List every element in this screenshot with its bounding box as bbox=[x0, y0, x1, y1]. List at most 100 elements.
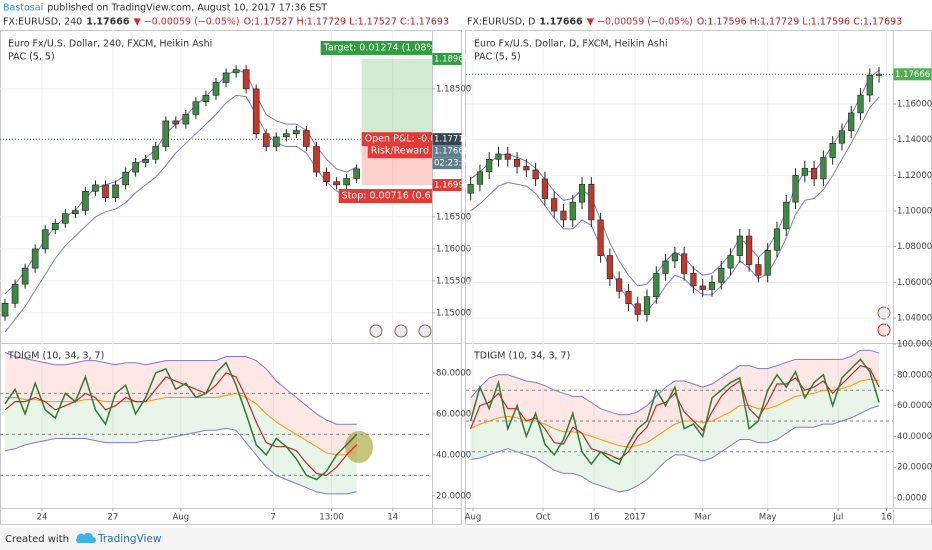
candle-body bbox=[476, 171, 484, 185]
price-marker-label: 02:23:28 bbox=[434, 159, 472, 169]
event-icon[interactable] bbox=[877, 323, 891, 337]
y-tick-label: 1.10000 bbox=[897, 207, 932, 217]
candle-body bbox=[495, 153, 502, 160]
candle-body bbox=[152, 146, 160, 160]
candle-body bbox=[625, 290, 632, 305]
position-label-bg bbox=[320, 40, 432, 55]
y-tick-label: 80.0000 bbox=[897, 370, 932, 380]
candle-body bbox=[172, 120, 180, 125]
y-tick-label: 1.15000 bbox=[436, 308, 471, 318]
candle-body bbox=[532, 169, 539, 180]
y-tick-label: 1.12000 bbox=[897, 171, 932, 181]
target-zone bbox=[361, 58, 432, 140]
candle-body bbox=[343, 178, 350, 186]
x-tick-label: 2017 bbox=[624, 513, 646, 523]
candle-body bbox=[41, 229, 49, 250]
candle-body bbox=[551, 198, 558, 212]
candle-body bbox=[606, 255, 613, 280]
y-tick-label: 20.0000 bbox=[897, 463, 932, 473]
price-marker bbox=[432, 157, 462, 170]
candle-body bbox=[513, 159, 521, 167]
x-tick-label: 7 bbox=[271, 513, 276, 523]
x-tick-label: 16 bbox=[589, 513, 600, 523]
symbol: FX:EURUSD, D bbox=[467, 17, 535, 28]
candle-body bbox=[616, 278, 623, 292]
pac-line bbox=[470, 96, 880, 312]
price-marker-label: 1.17666 bbox=[895, 70, 930, 80]
price-marker bbox=[893, 68, 932, 81]
candle-body bbox=[764, 249, 771, 276]
candle-body bbox=[560, 210, 567, 221]
band-fill bbox=[5, 352, 357, 455]
candle-body bbox=[252, 88, 260, 134]
y-tick-label: 100.0000 bbox=[897, 340, 932, 350]
candle-body bbox=[51, 223, 59, 231]
candle-body bbox=[504, 153, 511, 160]
indicator-line bbox=[469, 358, 880, 466]
candle-body bbox=[293, 130, 300, 134]
footer-bar bbox=[0, 528, 932, 550]
candle-body bbox=[82, 191, 89, 211]
price-marker bbox=[432, 145, 462, 158]
candle-body bbox=[333, 181, 340, 186]
candle-body bbox=[232, 69, 240, 74]
author[interactable]: Bastosai bbox=[3, 3, 43, 14]
position-label: Target: 0.01274 (1.08%) bbox=[323, 42, 440, 53]
y-tick-label: 1.14000 bbox=[897, 135, 932, 145]
candle-body bbox=[857, 94, 864, 114]
position-label: Stop: 0.00716 (0.61% bbox=[342, 191, 446, 202]
candle-body bbox=[31, 248, 39, 269]
indicator-line bbox=[470, 405, 880, 493]
candle-body bbox=[727, 255, 734, 269]
footer-text: Created with bbox=[5, 534, 69, 545]
candle-body bbox=[838, 130, 846, 144]
indicator-line bbox=[5, 392, 357, 456]
candle-body bbox=[690, 273, 697, 287]
event-icon[interactable] bbox=[418, 324, 432, 338]
event-icon[interactable] bbox=[394, 324, 408, 338]
band-fill bbox=[470, 379, 880, 492]
x-tick-label: Aug bbox=[465, 513, 482, 523]
candle-body bbox=[242, 69, 250, 90]
chart-title: Euro Fx/U.S. Dollar, D, FXCM, Heikin Ash… bbox=[474, 39, 667, 50]
event-icon[interactable] bbox=[369, 324, 383, 338]
chart-title: Euro Fx/U.S. Dollar, 240, FXCM, Heikin A… bbox=[8, 39, 212, 50]
candle-body bbox=[848, 112, 855, 132]
indicator-line bbox=[4, 351, 357, 425]
candle-body bbox=[681, 253, 688, 274]
candle-body bbox=[746, 235, 753, 265]
candle-body bbox=[875, 73, 883, 76]
candle-body bbox=[313, 146, 320, 173]
indicator-title: TDIGM (10, 34, 3, 7) bbox=[7, 351, 104, 362]
candle-body bbox=[61, 213, 69, 224]
price-marker bbox=[432, 133, 462, 146]
position-label: Risk/Reward bbox=[371, 146, 429, 157]
y-tick-label: 1.16000 bbox=[436, 244, 471, 254]
x-tick-label: Mar bbox=[695, 513, 712, 523]
indicator-line bbox=[4, 372, 358, 477]
candle-body bbox=[820, 157, 827, 180]
candle-body bbox=[792, 175, 799, 203]
candle-body bbox=[132, 162, 139, 173]
candle-body bbox=[283, 133, 290, 138]
candle-body bbox=[222, 72, 230, 83]
y-tick-label: 80.0000 bbox=[436, 368, 471, 378]
pac-line bbox=[4, 94, 357, 333]
candle-body bbox=[829, 142, 836, 158]
x-tick-label: Oct bbox=[536, 513, 551, 523]
event-icon[interactable] bbox=[877, 306, 891, 320]
price-marker-label: 1.17666 bbox=[434, 147, 469, 157]
last-price: 1.17666 bbox=[86, 17, 130, 28]
candle-body bbox=[801, 167, 808, 176]
candle-body bbox=[182, 114, 190, 125]
indicator-name: PAC (5, 5) bbox=[8, 52, 55, 63]
brand-name[interactable]: TradingView bbox=[97, 533, 162, 545]
candle-body bbox=[353, 168, 360, 179]
candle-body bbox=[142, 158, 149, 163]
candle-body bbox=[643, 296, 651, 315]
x-tick-label: Aug bbox=[173, 513, 190, 523]
x-tick-label: 24 bbox=[37, 513, 48, 523]
position-label-bg bbox=[338, 189, 432, 204]
published: published on TradingView.com, August 10,… bbox=[47, 3, 327, 14]
x-tick-label: 16 bbox=[881, 513, 892, 523]
